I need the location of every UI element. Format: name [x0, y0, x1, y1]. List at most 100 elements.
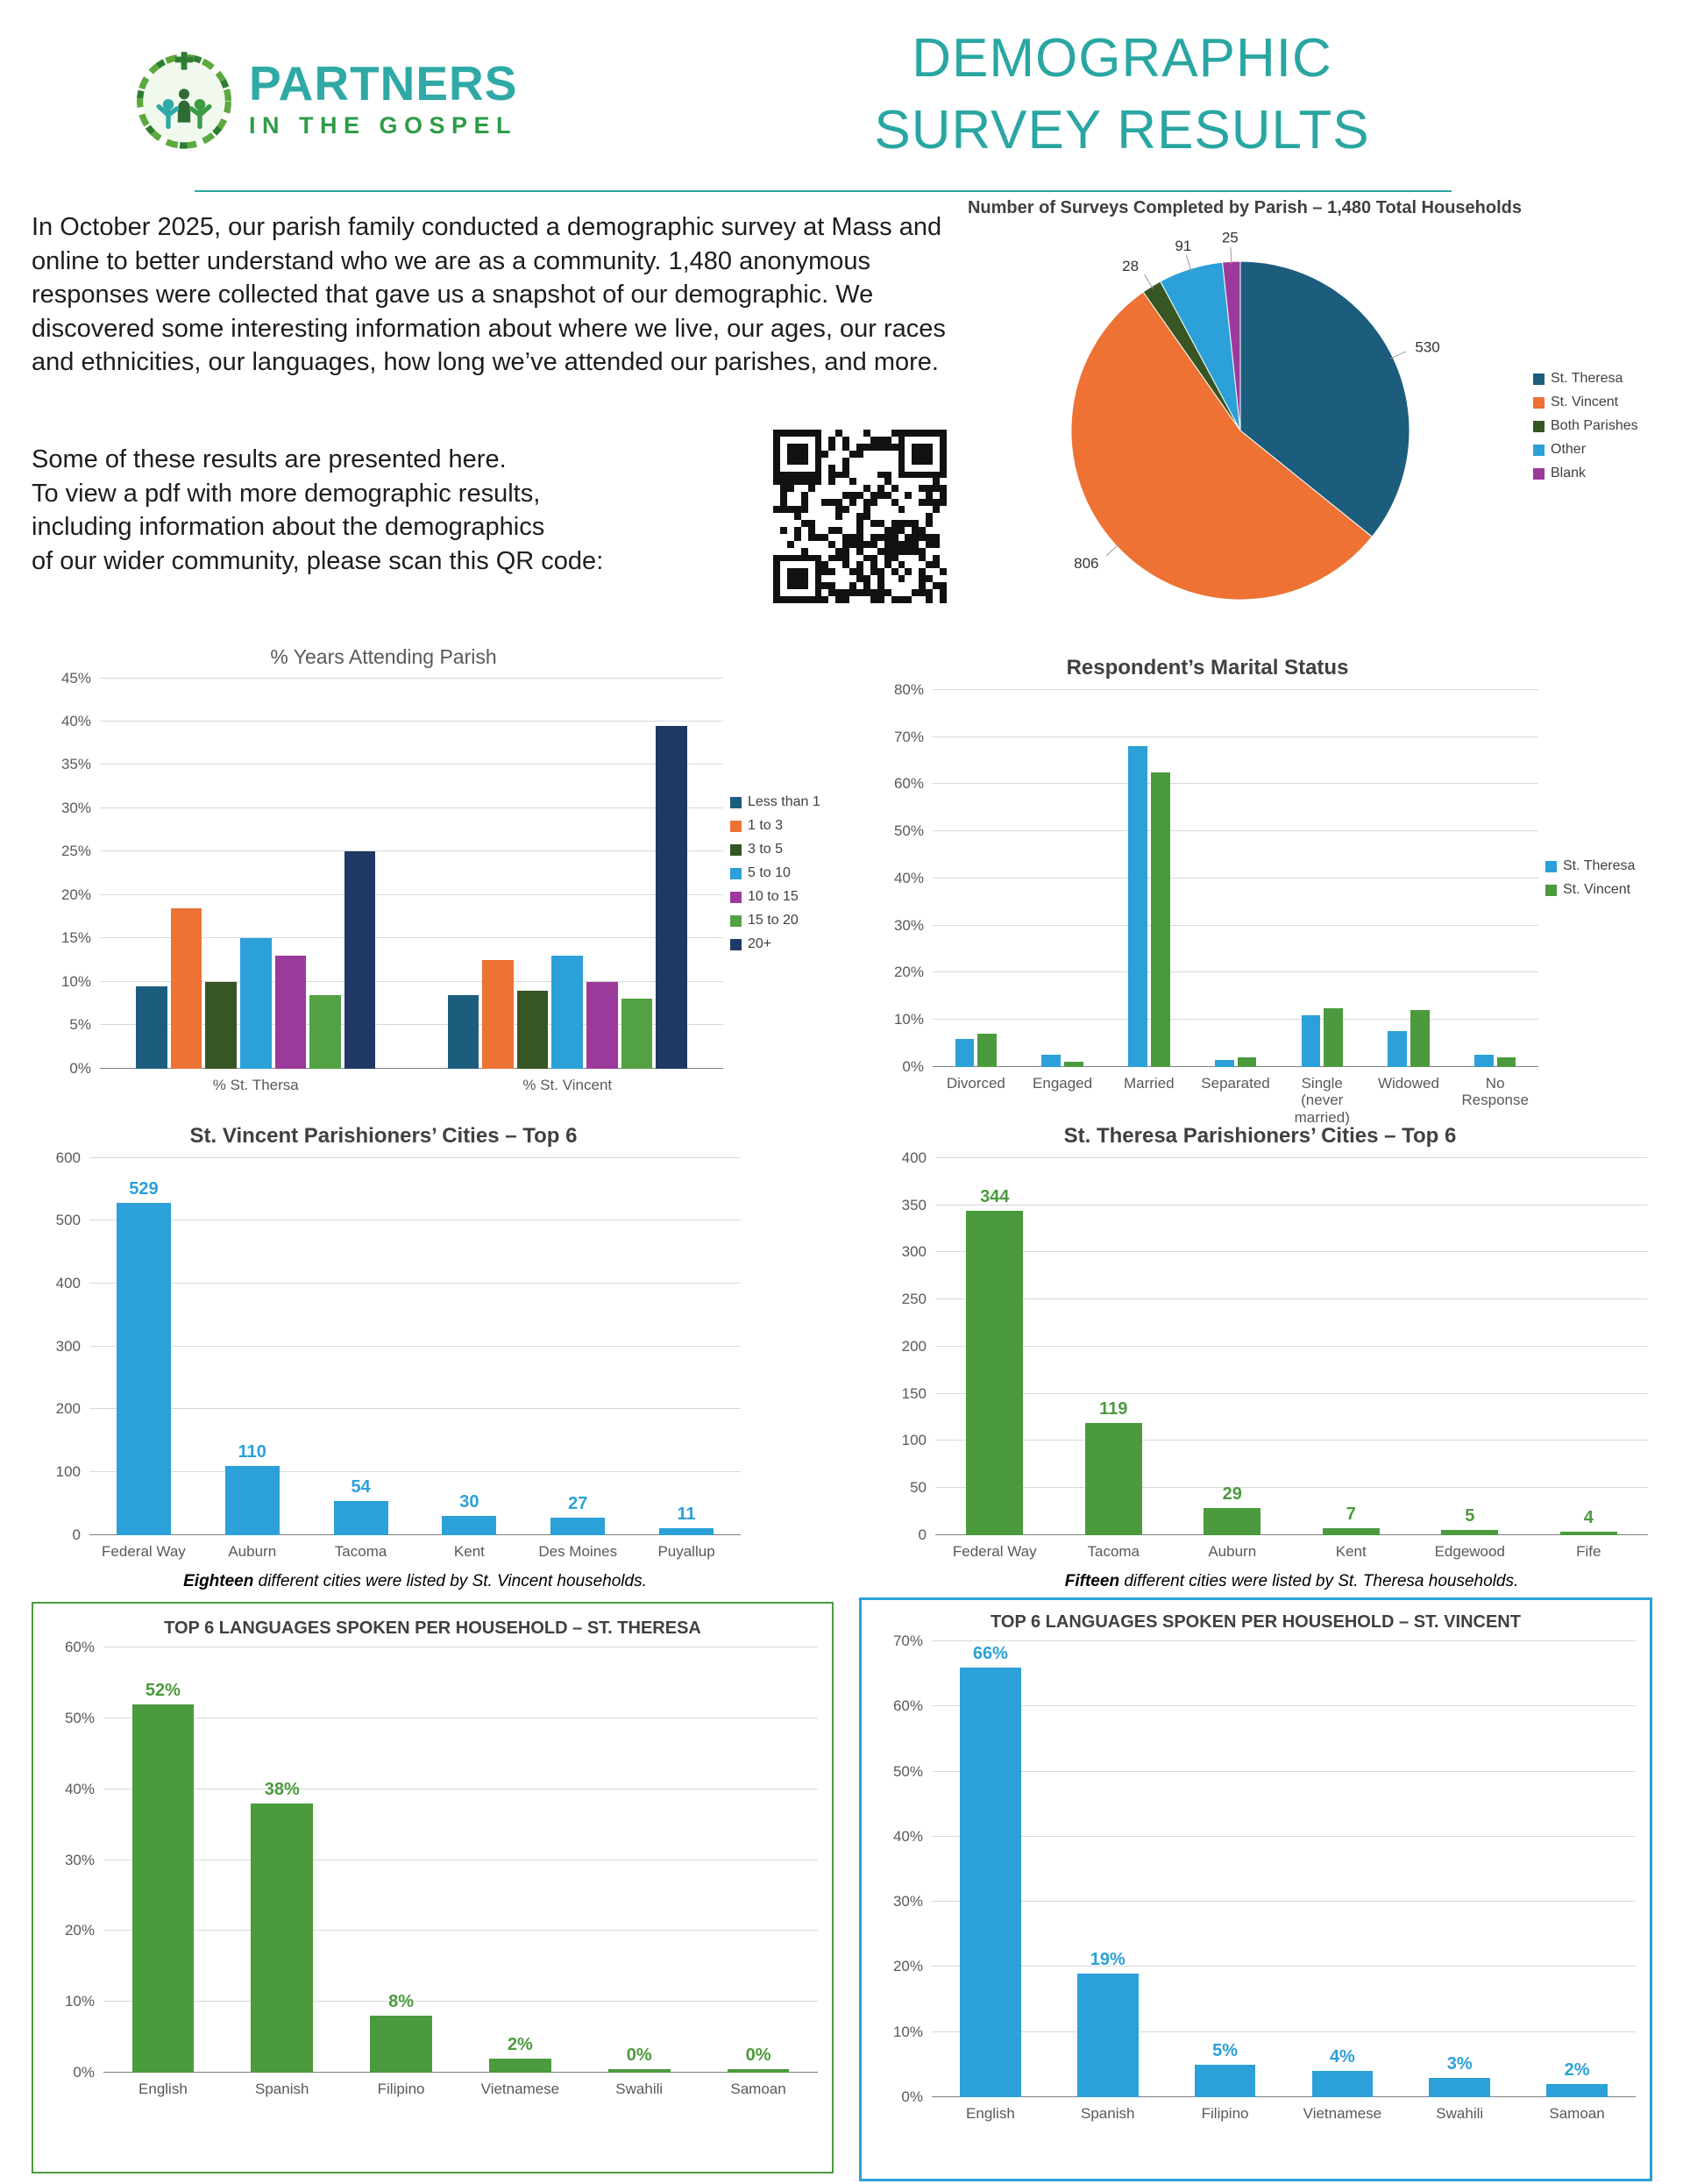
x-axis-label: Spanish	[255, 2081, 309, 2097]
bar-slot: 54	[333, 1158, 388, 1535]
pie-callout-line	[1230, 247, 1232, 265]
pie-value-label: 28	[1122, 258, 1139, 274]
x-axis-label: Federal Way	[102, 1542, 186, 1560]
bar-slot	[955, 690, 975, 1067]
bar-slot: 11	[659, 1158, 714, 1535]
bar-slot	[170, 679, 202, 1069]
legend-item: St. Theresa	[1533, 371, 1638, 387]
legend-swatch	[730, 891, 742, 903]
bar-slot: 344	[966, 1158, 1024, 1535]
chart-caption: Fifteen different cities were listed by …	[935, 1572, 1648, 1591]
legend-item: 15 to 20	[730, 913, 846, 928]
grid-line	[935, 1204, 1648, 1206]
grid-line	[935, 1533, 1648, 1535]
legend-swatch	[1533, 467, 1545, 480]
chart-surveys-pie: Number of Surveys Completed by Parish – …	[960, 198, 1661, 632]
plot-area: 344 119 29 7 5 4	[935, 1156, 1648, 1535]
bar	[482, 959, 514, 1069]
x-axis-label: Samoan	[730, 2081, 786, 2097]
legend-label: 5 to 10	[748, 865, 791, 881]
x-axis-label: Kent	[453, 1542, 485, 1560]
bar	[1410, 1010, 1430, 1067]
grid-line	[933, 924, 1538, 926]
y-axis-label: 70%	[892, 1633, 923, 1649]
bar	[1388, 1031, 1407, 1067]
x-axis: Federal Way Tacoma Auburn Kent Edgewood Fife	[935, 1543, 1648, 1561]
bar-slot: 110	[224, 1158, 280, 1535]
legend-label: 3 to 5	[748, 842, 784, 857]
plot-area: 52% 38% 8% 2% 0% 0%	[103, 1647, 818, 2073]
bar-slot	[1388, 690, 1407, 1067]
legend-item: 20+	[730, 936, 846, 952]
plot-area: 529 110 54 30 27 11	[89, 1156, 741, 1535]
bar-value-label: 2%	[507, 2034, 533, 2054]
bar-value-label: 27	[568, 1494, 588, 1514]
category-group: 2%	[460, 1647, 579, 2073]
bar	[170, 907, 202, 1069]
category-group: 344	[935, 1158, 1055, 1535]
caption-text: different cities were listed by St. Ther…	[1119, 1572, 1519, 1591]
grid-line	[89, 1408, 741, 1410]
bar-slot: 52%	[131, 1647, 195, 2073]
page-title-line-1: DEMOGRAPHIC	[912, 28, 1332, 89]
bar	[977, 1034, 998, 1067]
grid-line	[932, 2031, 1636, 2032]
y-axis-label: 300	[901, 1243, 927, 1261]
legend-label: 1 to 3	[748, 818, 784, 834]
y-axis-label: 0%	[901, 2088, 923, 2105]
logo-text: PARTNERS IN THE GOSPEL	[249, 59, 518, 139]
legend-swatch	[1533, 373, 1545, 385]
category-group: 4%	[1283, 1641, 1401, 2097]
legend-item: Other	[1533, 442, 1638, 458]
x-axis: % St. Thersa % St. Vincent	[100, 1077, 723, 1094]
bar-value-label: 119	[1099, 1398, 1128, 1419]
bar	[550, 1518, 606, 1535]
category-group: 52%	[103, 1647, 223, 2073]
category-group	[1279, 690, 1366, 1067]
logo-tagline: IN THE GOSPEL	[249, 111, 518, 139]
grid-line	[933, 688, 1538, 690]
bar	[333, 1501, 388, 1535]
legend-item: Blank	[1533, 466, 1638, 481]
y-axis-label: 40%	[64, 1780, 95, 1797]
bar	[1214, 1059, 1234, 1067]
y-axis-label: 60%	[893, 775, 924, 793]
grid-line	[100, 677, 723, 679]
y-axis-label: 10%	[893, 1011, 924, 1028]
x-axis-label: Engaged	[1033, 1074, 1093, 1092]
bar-value-label: 3%	[1446, 2053, 1473, 2074]
y-axis-label: 250	[901, 1291, 927, 1308]
x-axis-label: Samoan	[1549, 2105, 1605, 2122]
grid-line	[100, 893, 723, 895]
x-axis-label: Separated	[1201, 1074, 1270, 1092]
y-axis-label: 350	[901, 1196, 927, 1213]
partners-logo: PARTNERS IN THE GOSPEL	[131, 46, 517, 151]
grid-line	[933, 736, 1538, 737]
legend-item: 3 to 5	[730, 842, 846, 857]
grid-line	[89, 1156, 741, 1158]
x-axis-label: % St. Thersa	[212, 1076, 299, 1093]
legend-item: St. Vincent	[1533, 395, 1638, 410]
legend-swatch	[1545, 884, 1557, 896]
grid-line	[932, 1901, 1636, 1903]
bar-value-label: 5%	[1212, 2040, 1239, 2060]
bar	[1076, 1973, 1139, 2097]
pie-callout-line	[1143, 274, 1154, 289]
grid-line	[100, 764, 723, 765]
bar	[205, 981, 237, 1069]
legend-label: 15 to 20	[748, 913, 799, 928]
legend-label: Blank	[1551, 466, 1587, 480]
y-axis-label: 40%	[893, 869, 924, 886]
bar-slot	[516, 679, 549, 1069]
y-axis-label: 60%	[64, 1639, 95, 1655]
bar-slot: 4%	[1311, 1641, 1374, 2097]
bar	[1204, 1507, 1261, 1535]
y-axis-label: 15%	[60, 929, 91, 947]
bar-value-label: 4	[1583, 1507, 1594, 1527]
legend-label: St. Theresa	[1551, 371, 1623, 386]
y-axis-label: 0	[72, 1526, 81, 1543]
legend: St. Theresa St. Vincent	[1538, 690, 1648, 1067]
grid-line	[932, 1770, 1636, 1772]
caption-emphasis: Fifteen	[1064, 1572, 1120, 1591]
x-axis-label: Divorced	[946, 1074, 1005, 1092]
